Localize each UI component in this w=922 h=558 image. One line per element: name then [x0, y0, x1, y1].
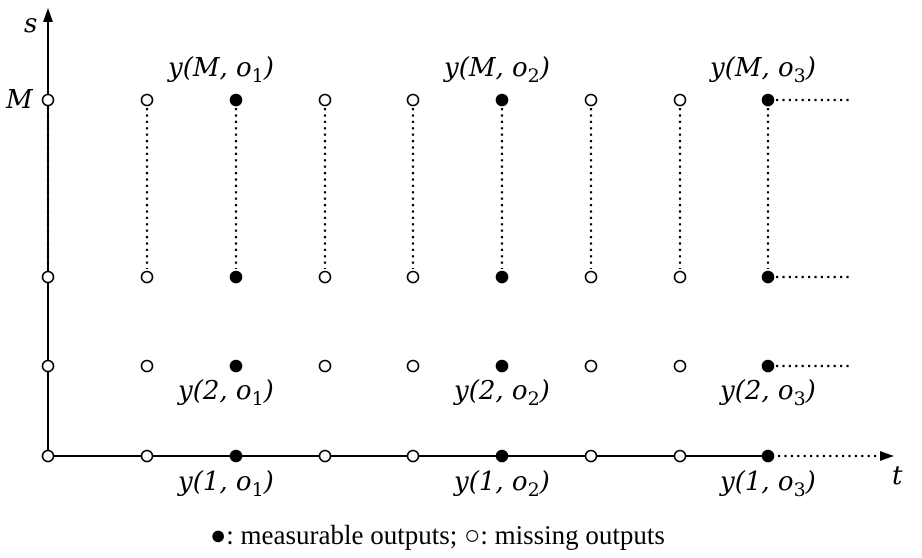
measurable-output-marker: [229, 359, 243, 373]
label-bottom-o2: y(1, o2): [453, 467, 550, 501]
missing-output-marker: [318, 270, 332, 284]
missing-output-marker: [140, 93, 154, 107]
missing-output-marker: [673, 270, 687, 284]
missing-output-marker: [673, 359, 687, 373]
missing-output-marker: [406, 93, 420, 107]
missing-output-marker: [584, 93, 598, 107]
label-top-o2: y(M, o2): [443, 53, 550, 87]
missing-output-marker: [41, 93, 55, 107]
label-level2-o3: y(2, o3): [719, 376, 816, 410]
missing-output-marker: [406, 270, 420, 284]
t-axis-label: t: [892, 461, 903, 491]
missing-output-marker: [406, 359, 420, 373]
label-top-o1: y(M, o1): [167, 53, 274, 87]
missing-output-marker: [140, 270, 154, 284]
missing-output-marker: [318, 359, 332, 373]
measurable-output-marker: [761, 359, 775, 373]
label-bottom-o3: y(1, o3): [719, 467, 816, 501]
missing-output-marker: [318, 93, 332, 107]
measurable-output-marker: [229, 93, 243, 107]
measurable-output-marker: [495, 449, 509, 463]
measurable-output-marker: [229, 449, 243, 463]
label-level2-o1: y(2, o1): [177, 376, 274, 410]
measurable-output-marker: [495, 359, 509, 373]
missing-output-marker: [584, 270, 598, 284]
grid-layer: [41, 93, 850, 463]
measurable-output-marker: [761, 93, 775, 107]
label-bottom-o1: y(1, o1): [177, 467, 274, 501]
t-axis-arrowhead: [880, 451, 894, 461]
missing-output-marker: [584, 449, 598, 463]
measurable-output-marker: [229, 270, 243, 284]
missing-output-marker: [41, 359, 55, 373]
missing-output-marker: [318, 449, 332, 463]
missing-output-marker: [41, 270, 55, 284]
measurable-output-marker: [495, 93, 509, 107]
missing-output-marker: [673, 449, 687, 463]
measurable-output-marker: [495, 270, 509, 284]
s-axis-arrowhead: [43, 8, 53, 22]
missing-output-marker: [584, 359, 598, 373]
legend-caption: ●: measurable outputs; ○: missing output…: [210, 520, 665, 550]
measurable-output-marker: [761, 449, 775, 463]
missing-output-marker: [41, 449, 55, 463]
label-top-o3: y(M, o3): [709, 53, 816, 87]
missing-output-marker: [140, 359, 154, 373]
missing-output-marker: [673, 93, 687, 107]
label-level2-o2: y(2, o2): [453, 376, 550, 410]
missing-output-marker: [140, 449, 154, 463]
missing-output-marker: [406, 449, 420, 463]
s-axis-label: s: [24, 9, 37, 39]
m-tick-label: M: [5, 85, 34, 115]
measurable-output-marker: [761, 270, 775, 284]
